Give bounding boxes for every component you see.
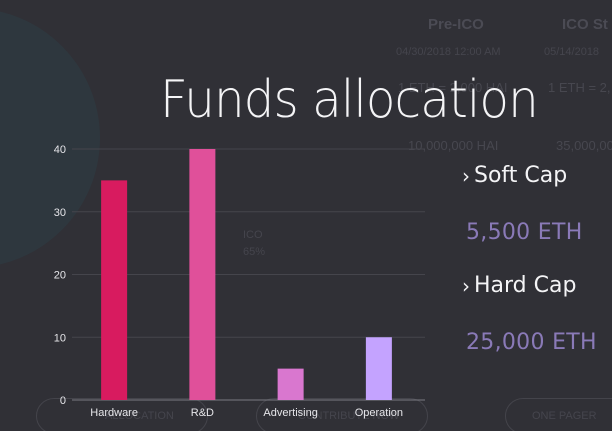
x-tick-label: Advertising xyxy=(263,407,317,419)
chevron-right-icon: › xyxy=(462,163,470,188)
hard-cap-heading: › Hard Cap xyxy=(462,273,576,298)
y-tick-label: 20 xyxy=(54,270,66,282)
y-tick-label: 40 xyxy=(54,144,66,156)
y-tick-label: 30 xyxy=(54,207,66,219)
x-tick-label: Hardware xyxy=(90,407,138,419)
bar-operation xyxy=(365,337,392,400)
soft-cap-value: 5,500 ETH xyxy=(466,220,583,245)
y-tick-label: 10 xyxy=(54,332,66,344)
bar-hardware xyxy=(101,180,128,400)
bar-r-d xyxy=(189,149,216,400)
chevron-right-icon: › xyxy=(462,273,470,298)
hard-cap-value: 25,000 ETH xyxy=(466,330,597,355)
x-tick-label: R&D xyxy=(191,407,214,419)
y-tick-label: 0 xyxy=(60,395,66,407)
hard-cap-label: Hard Cap xyxy=(474,273,577,298)
soft-cap-heading: › Soft Cap xyxy=(462,163,567,188)
bar-advertising xyxy=(277,368,304,400)
page-title: Funds allocation xyxy=(160,70,539,130)
soft-cap-label: Soft Cap xyxy=(474,163,568,188)
x-tick-label: Operation xyxy=(355,407,403,419)
